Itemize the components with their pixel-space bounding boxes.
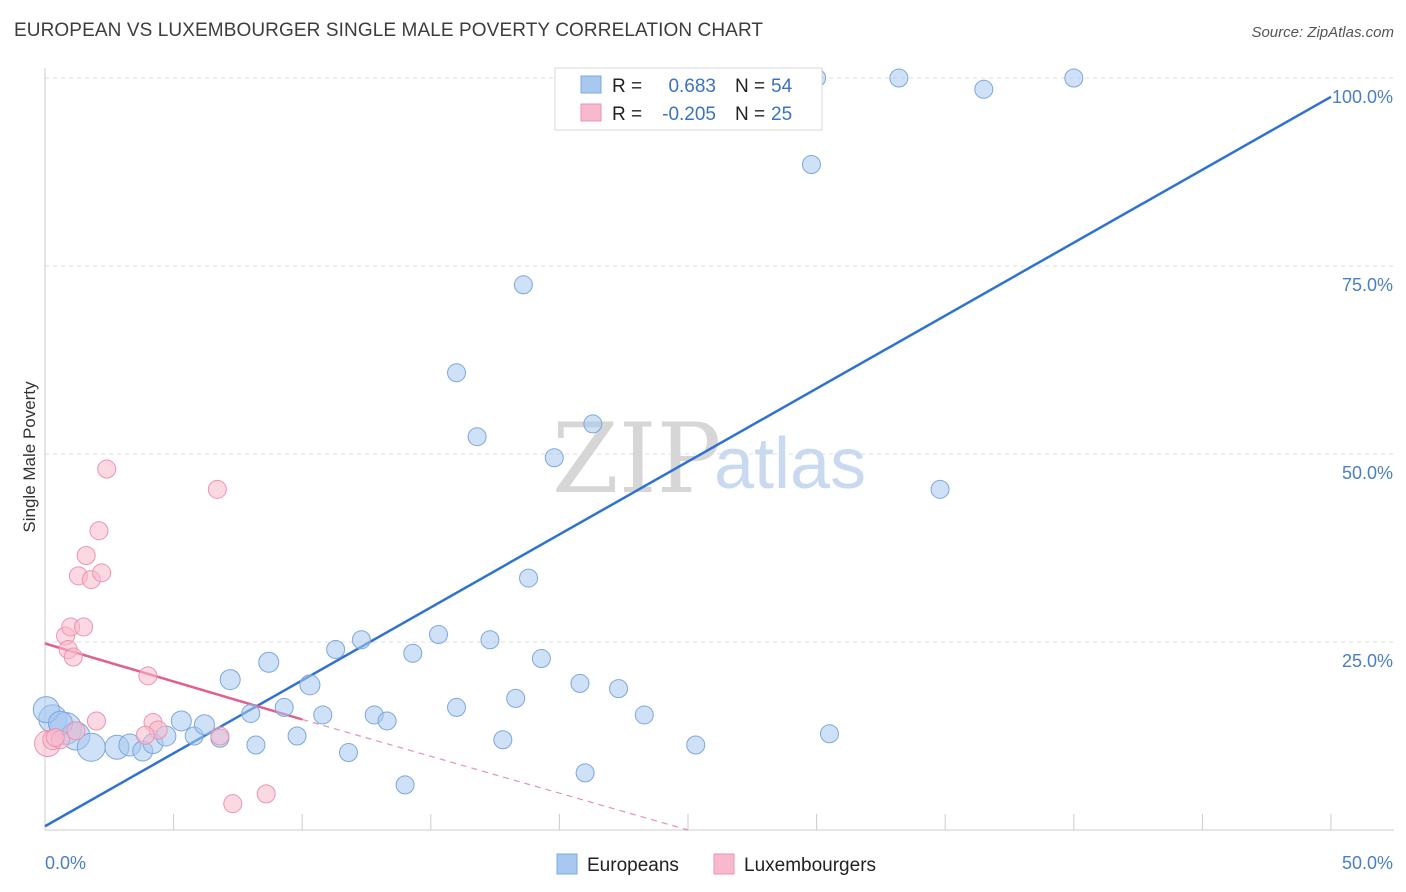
point-europeans-36 [519,568,539,588]
trend-line-europeans [44,95,1332,828]
legend-label-europeans[interactable]: Europeans [587,855,679,876]
point-europeans-21 [326,640,346,660]
point-luxembourgers-8 [74,617,94,637]
point-luxembourgers-22 [45,728,65,748]
tick-labels: 25.0% 50.0% 75.0% 100.0% 0.0% 50.0% [45,87,1393,873]
stats-r-label-europeans: R = [612,76,642,97]
chart-title: EUROPEAN VS LUXEMBOURGER SINGLE MALE POV… [14,20,764,41]
y-axis-label: Single Male Poverty [20,381,39,533]
stats-n-label-luxembourgers: N = [735,104,765,125]
y-tick-label-0: 25.0% [1342,651,1393,671]
point-europeans-22 [338,743,358,763]
grid [45,77,1394,643]
point-luxembourgers-18 [207,479,227,499]
point-europeans-45 [801,154,821,174]
point-luxembourgers-6 [63,647,83,667]
point-luxembourgers-20 [223,794,243,814]
point-europeans-40 [575,763,595,783]
point-luxembourgers-11 [86,711,106,731]
point-europeans-43 [634,705,654,725]
stats-r-value-luxembourgers: -0.205 [662,104,716,125]
point-luxembourgers-9 [76,546,96,566]
legend-label-luxembourgers[interactable]: Luxembourgers [744,855,876,876]
stats-n-label-europeans: N = [735,76,765,97]
legend-swatch-luxembourgers[interactable] [713,853,735,875]
point-europeans-23 [351,630,371,650]
y-tick-label-2: 75.0% [1342,275,1393,295]
point-europeans-33 [493,730,513,750]
stats-legend-swatch-luxembourgers [580,103,602,122]
point-europeans-27 [403,643,423,663]
point-luxembourgers-23 [66,721,86,741]
point-europeans-49 [930,479,950,499]
point-europeans-19 [299,674,321,696]
point-europeans-35 [513,275,533,295]
point-luxembourgers-12 [89,521,109,541]
point-europeans-30 [447,697,467,717]
point-luxembourgers-24 [135,725,155,745]
stats-n-value-europeans: 54 [771,76,793,97]
point-europeans-13 [219,669,241,691]
point-europeans-31 [467,427,487,447]
trend-lines [44,95,1332,831]
legend-swatch-europeans[interactable] [556,853,578,875]
point-europeans-48 [889,68,909,88]
point-luxembourgers-19 [210,726,230,746]
point-europeans-42 [609,679,629,699]
point-europeans-18 [287,726,307,746]
point-europeans-37 [531,649,551,669]
point-europeans-32 [480,630,500,650]
point-europeans-51 [1064,68,1084,88]
x-tick-label-0: 0.0% [45,853,86,873]
point-europeans-29 [447,363,467,383]
trend-line-luxembourgers [44,642,303,721]
point-europeans-47 [819,724,839,744]
point-europeans-39 [570,673,590,693]
point-europeans-9 [170,710,192,732]
watermark-zip: ZIP [552,403,721,515]
point-europeans-34 [506,688,526,708]
point-europeans-25 [377,711,397,731]
point-europeans-15 [246,735,266,755]
point-luxembourgers-15 [138,666,158,686]
watermark-atlas: atlas [714,424,866,504]
stats-legend-swatch-europeans [580,75,602,94]
data-points [32,68,1084,814]
point-europeans-17 [274,697,294,717]
y-tick-label-1: 50.0% [1342,463,1393,483]
series-legend: Europeans Luxembourgers [556,853,876,876]
stats-legend: R = 0.683 N = 54 R = -0.205 N = 25 [554,67,823,131]
stats-r-label-luxembourgers: R = [612,104,642,125]
point-europeans-41 [583,414,603,434]
point-europeans-11 [193,714,215,736]
trend-line-extension-luxembourgers [302,718,689,831]
y-tick-label-3: 100.0% [1332,87,1393,107]
x-tick-label-1: 50.0% [1342,853,1393,873]
point-europeans-26 [395,775,415,795]
point-luxembourgers-14 [97,459,117,479]
stats-n-value-luxembourgers: 25 [771,104,792,125]
point-europeans-50 [974,79,994,99]
point-europeans-28 [429,624,449,644]
point-europeans-16 [258,651,280,673]
point-luxembourgers-13 [92,563,112,583]
stats-r-value-europeans: 0.683 [668,76,716,97]
point-europeans-14 [241,703,261,723]
chart-source: Source: ZipAtlas.com [1251,24,1394,41]
point-luxembourgers-21 [256,784,276,804]
point-europeans-38 [544,448,564,468]
point-europeans-20 [313,705,333,725]
point-europeans-44 [686,735,706,755]
